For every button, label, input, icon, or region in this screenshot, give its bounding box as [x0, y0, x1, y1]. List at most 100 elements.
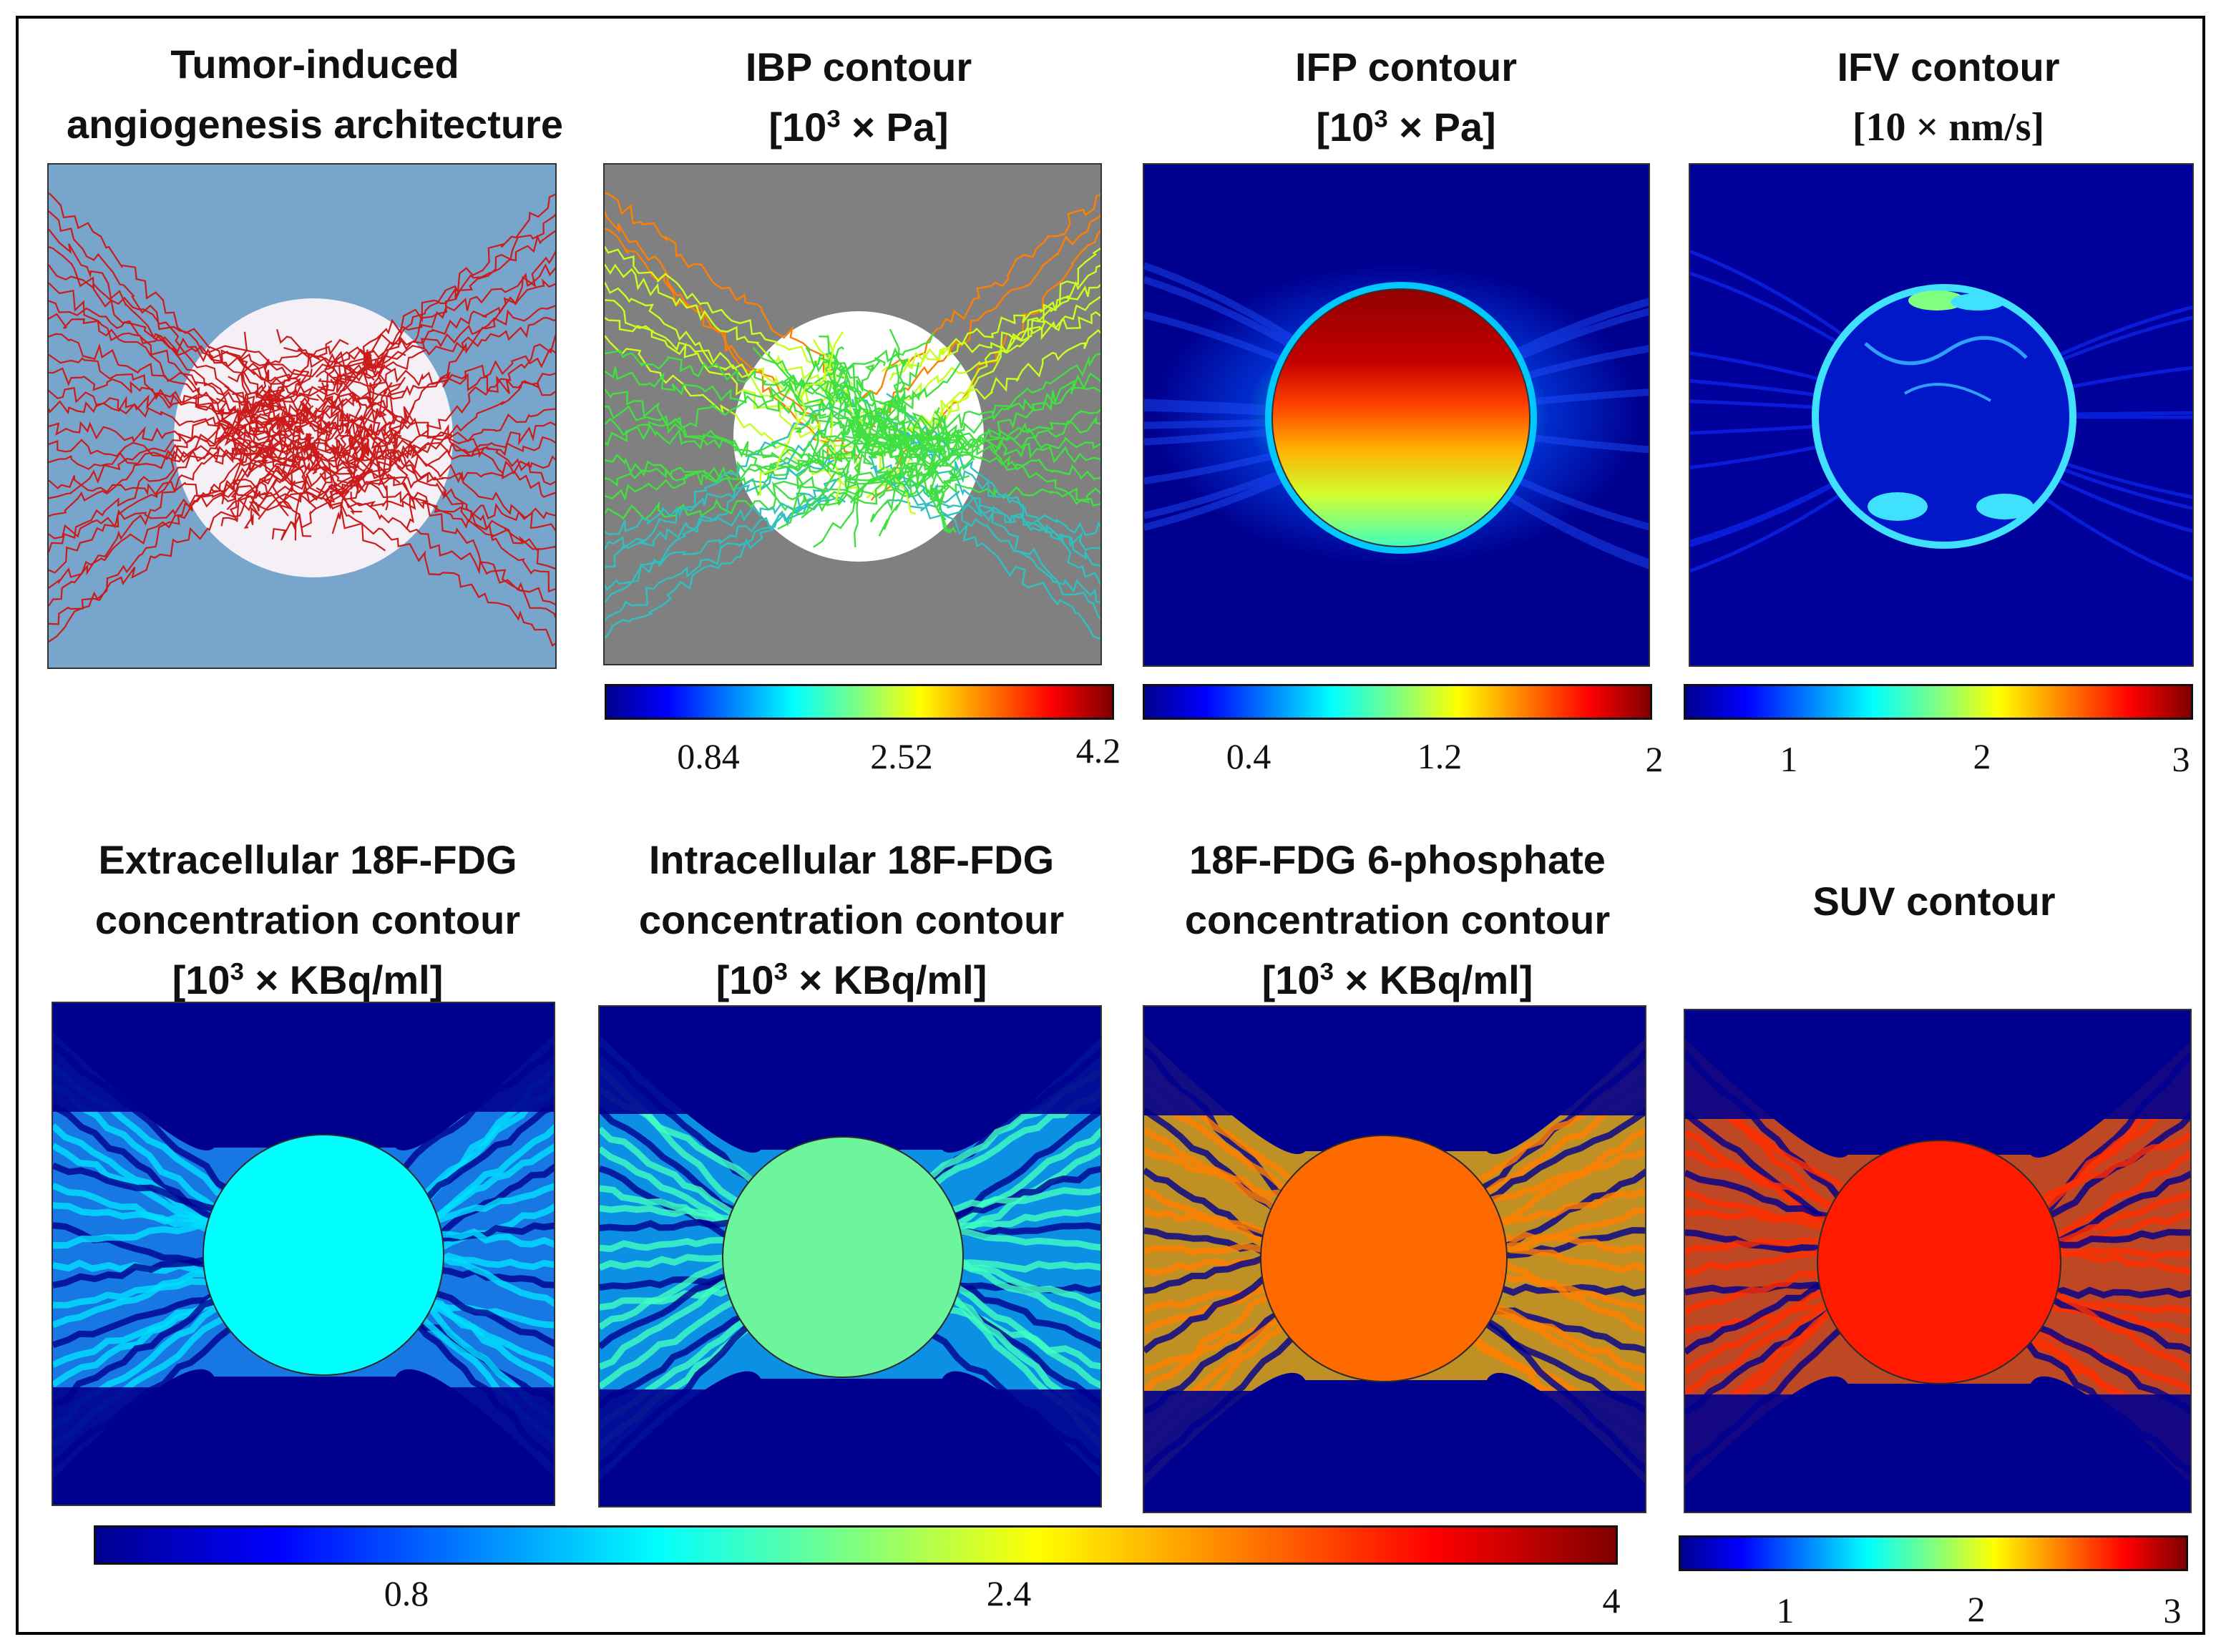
vessel-path: [313, 436, 555, 464]
vessel-path: [605, 417, 851, 474]
ifp-tick: 2: [1645, 739, 1664, 779]
vessel-path: [772, 470, 970, 492]
ifp-title: IFP contour [103 × Pa]: [1294, 44, 1518, 150]
vessel-path: [881, 311, 1100, 372]
vessel-path: [856, 414, 947, 463]
ibp-tick: 4.2: [1075, 730, 1121, 771]
vessel-path: [777, 366, 846, 530]
vessel-path: [755, 439, 887, 459]
vessel-path: [253, 365, 343, 443]
vessel-path: [868, 455, 1100, 640]
bottom-void: [53, 1387, 554, 1505]
vessel-path: [387, 394, 415, 530]
vessel-path: [49, 473, 313, 539]
concentration-tick: 0.8: [384, 1573, 429, 1613]
ifv-hotspot: [1976, 494, 2034, 519]
vessel-path: [605, 470, 850, 639]
vessel-path: [605, 399, 856, 603]
suv-title: SUV contour: [1812, 879, 2056, 924]
vessel-path: [321, 382, 555, 486]
vessel-path: [49, 384, 277, 415]
vessel-path: [809, 417, 855, 464]
ifv-hotspot: [1908, 290, 1966, 311]
vessel-path: [929, 465, 960, 500]
ifv-flow-line: [1864, 336, 2028, 366]
vessel-path: [268, 421, 313, 457]
vessel-path: [842, 357, 887, 403]
ibp-title: IBP contour [103 × Pa]: [745, 44, 972, 150]
vessel-path: [288, 440, 363, 464]
extracellular-panel: [52, 1002, 555, 1506]
concentration-tick: 4: [1602, 1580, 1621, 1621]
vessel-path: [49, 475, 282, 504]
vessel-path: [805, 346, 851, 401]
vessel-path: [360, 439, 370, 461]
vessel-path: [767, 351, 872, 442]
architecture-panel: [47, 163, 557, 669]
vessel-path: [851, 353, 1100, 500]
vessel-path: [305, 490, 555, 647]
vessel-path: [49, 386, 297, 451]
vessel-path: [889, 283, 1100, 381]
top-void: [1144, 1007, 1645, 1115]
vessel-path: [766, 439, 879, 482]
vessel-path: [605, 349, 835, 395]
vessel-path: [311, 437, 321, 475]
vessel-path: [311, 364, 386, 502]
tumor-disc: [1260, 1135, 1508, 1382]
vessel-path: [769, 346, 844, 398]
vessel-path: [315, 263, 555, 378]
vessel-path: [228, 338, 349, 383]
architecture-title: Tumor-induced angiogenesis architecture: [66, 41, 563, 147]
ifv-tick: 2: [1973, 736, 1991, 776]
ibp-colorbar: [605, 684, 1114, 720]
vessel-path: [333, 250, 555, 501]
vessel-path: [886, 393, 1100, 586]
vessel-path: [250, 358, 270, 434]
ifv-tick: 1: [1780, 739, 1798, 779]
vessel-path: [276, 328, 375, 381]
top-void: [53, 1003, 554, 1112]
vessel-path: [291, 441, 319, 541]
vessel-path: [864, 402, 958, 457]
vessel-path: [801, 460, 939, 519]
ifv-panel: [1689, 163, 2194, 667]
vessel-path: [300, 401, 318, 420]
vessel-path: [866, 247, 1100, 499]
phosphate-title: 18F-FDG 6-phosphate concentration contou…: [1184, 837, 1611, 1002]
vessel-path: [933, 443, 980, 507]
vessel-path: [49, 441, 306, 589]
vessel-path: [317, 193, 555, 420]
vessel-path: [759, 331, 844, 496]
ifp-panel: [1143, 163, 1650, 667]
vessel-path: [215, 405, 314, 465]
vessel-path: [349, 363, 555, 396]
vessel-path: [328, 230, 555, 376]
vessel-path: [322, 409, 555, 570]
vessel-path: [243, 478, 271, 529]
suv-tick: 1: [1776, 1590, 1795, 1631]
top-void: [1685, 1010, 2190, 1119]
vessel-path: [325, 372, 555, 503]
tumor-disc: [722, 1136, 964, 1378]
vessel-path: [885, 328, 900, 451]
extracellular-title: Extracellular 18F-FDG concentration cont…: [94, 837, 521, 1002]
vessel-path: [347, 357, 386, 479]
vessel-path: [312, 421, 412, 446]
vessel-path: [234, 426, 312, 537]
vessel-path: [49, 300, 311, 394]
vessel-path: [49, 421, 283, 454]
vessel-path: [49, 371, 310, 574]
vessel-path: [605, 454, 839, 536]
vessel-path: [605, 245, 854, 386]
ibp-panel: [603, 163, 1102, 665]
vessel-path: [342, 406, 414, 459]
suv-colorbar: [1679, 1535, 2188, 1571]
ibp-vessel-network: [605, 192, 1100, 640]
ifv-flow-line: [1903, 383, 1991, 402]
ifv-title: IFV contour [10 × nm/s]: [1837, 44, 2060, 150]
ifv-disc: [1812, 284, 2076, 549]
vessel-path: [303, 432, 314, 454]
vessel-path: [605, 366, 826, 417]
vessel-path: [238, 442, 314, 467]
